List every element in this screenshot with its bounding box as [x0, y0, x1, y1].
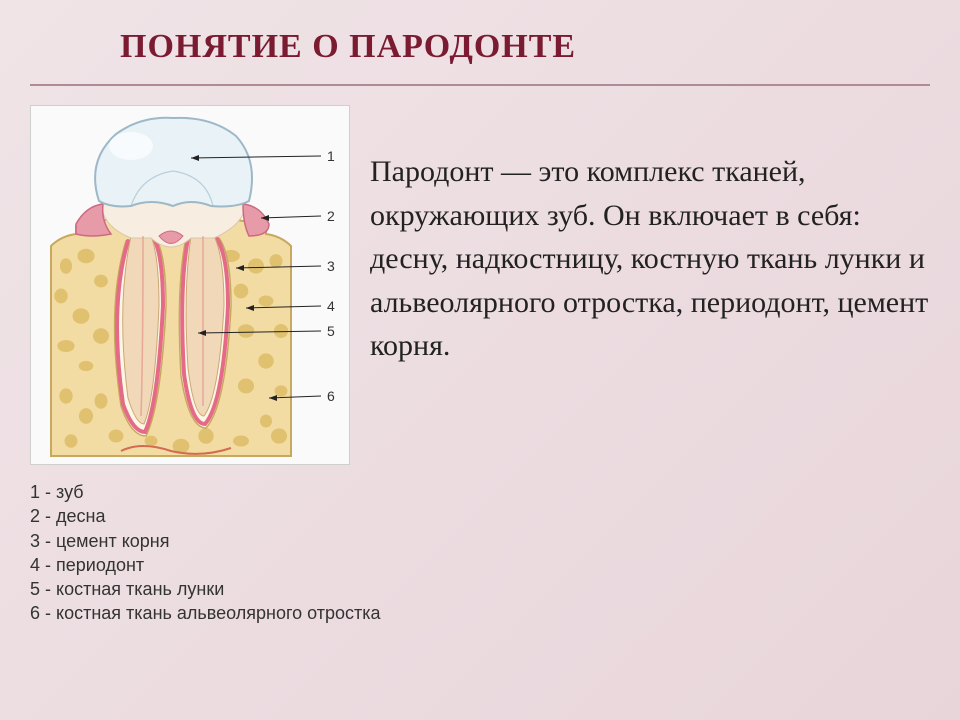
svg-text:6: 6	[327, 388, 335, 404]
tooth-svg: 1 2 3 4 5 6	[31, 106, 351, 466]
svg-text:2: 2	[327, 208, 335, 224]
tooth-diagram: 1 2 3 4 5 6	[30, 105, 350, 465]
svg-text:5: 5	[327, 323, 335, 339]
title-underline	[30, 84, 930, 86]
legend-item: 6 - костная ткань альвеолярного отростка	[30, 601, 381, 625]
svg-text:3: 3	[327, 258, 335, 274]
legend-item: 1 - зуб	[30, 480, 381, 504]
legend-item: 2 - десна	[30, 504, 381, 528]
diagram-legend: 1 - зуб 2 - десна 3 - цемент корня 4 - п…	[30, 480, 381, 626]
definition-text: Пародонт — это комплекс тканей, окружающ…	[370, 150, 930, 368]
page-title: ПОНЯТИЕ О ПАРОДОНТЕ	[120, 28, 576, 66]
legend-item: 3 - цемент корня	[30, 529, 381, 553]
svg-text:1: 1	[327, 148, 335, 164]
legend-item: 4 - периодонт	[30, 553, 381, 577]
svg-text:4: 4	[327, 298, 335, 314]
legend-item: 5 - костная ткань лунки	[30, 577, 381, 601]
